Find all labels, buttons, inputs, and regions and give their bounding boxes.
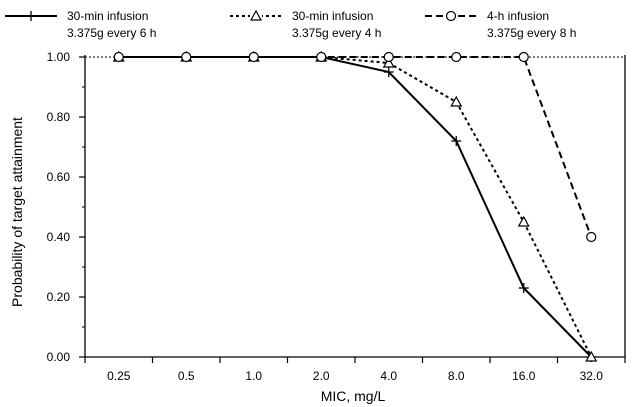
x-tick-label: 1.0 xyxy=(245,369,262,383)
data-point-circle xyxy=(451,51,462,63)
legend-label-line1: 30-min infusion xyxy=(67,9,148,23)
y-tick-label: 0.20 xyxy=(47,290,71,304)
axes: 0.00 0.20 0.40 0.60 0.80 1.00 0.25 0.5 1.0 2.0 4.0… xyxy=(47,50,626,383)
legend-label-line2: 3.375g every 4 h xyxy=(292,26,381,40)
series-line-1 xyxy=(118,56,592,358)
legend-entry-2: 30-min infusion 3.375g every 4 h xyxy=(230,9,381,40)
data-point-plus xyxy=(518,283,529,293)
data-point-plus xyxy=(451,136,462,146)
series-line-2 xyxy=(118,56,593,358)
x-tick-label: 0.5 xyxy=(178,369,195,383)
data-point-circle xyxy=(316,51,327,63)
plot-area xyxy=(112,50,598,362)
x-tick-label: 8.0 xyxy=(448,369,465,383)
y-tick-label: 1.00 xyxy=(47,50,71,64)
legend-marker xyxy=(445,10,457,22)
legend-label-line2: 3.375g every 8 h xyxy=(487,26,576,40)
y-tick-label: 0.60 xyxy=(47,170,71,184)
x-tick-label: 4.0 xyxy=(380,369,397,383)
legend-entry-1: 30-min infusion 3.375g every 6 h xyxy=(5,9,156,40)
series-line-3 xyxy=(118,56,593,238)
data-point-circle xyxy=(181,51,192,63)
data-point-plus xyxy=(383,67,394,77)
legend-label-line1: 4-h infusion xyxy=(487,9,549,23)
x-tick-label: 16.0 xyxy=(512,369,536,383)
y-tick-label: 0.40 xyxy=(47,230,71,244)
data-point-triangle xyxy=(450,95,463,107)
y-tick-label: 0.80 xyxy=(47,110,71,124)
x-axis-label: MIC, mg/L xyxy=(321,388,386,404)
x-tick-label: 0.25 xyxy=(107,369,131,383)
data-point-triangle xyxy=(517,215,530,227)
data-point-triangle xyxy=(585,350,598,362)
y-tick-label: 0.00 xyxy=(47,350,71,364)
legend-marker xyxy=(249,9,263,21)
data-point-circle xyxy=(383,51,394,63)
legend-label-line2: 3.375g every 6 h xyxy=(67,26,156,40)
data-point-circle xyxy=(248,51,259,63)
data-point-circle xyxy=(586,231,597,243)
data-point-circle xyxy=(518,51,529,63)
legend-entry-3: 4-h infusion 3.375g every 8 h xyxy=(425,9,576,40)
legend-label-line1: 30-min infusion xyxy=(292,9,373,23)
x-tick-label: 32.0 xyxy=(580,369,604,383)
x-tick-label: 2.0 xyxy=(313,369,330,383)
data-point-triangle xyxy=(382,56,395,68)
y-axis-label: Probability of target attainment xyxy=(9,117,25,307)
data-point-circle xyxy=(113,51,124,63)
